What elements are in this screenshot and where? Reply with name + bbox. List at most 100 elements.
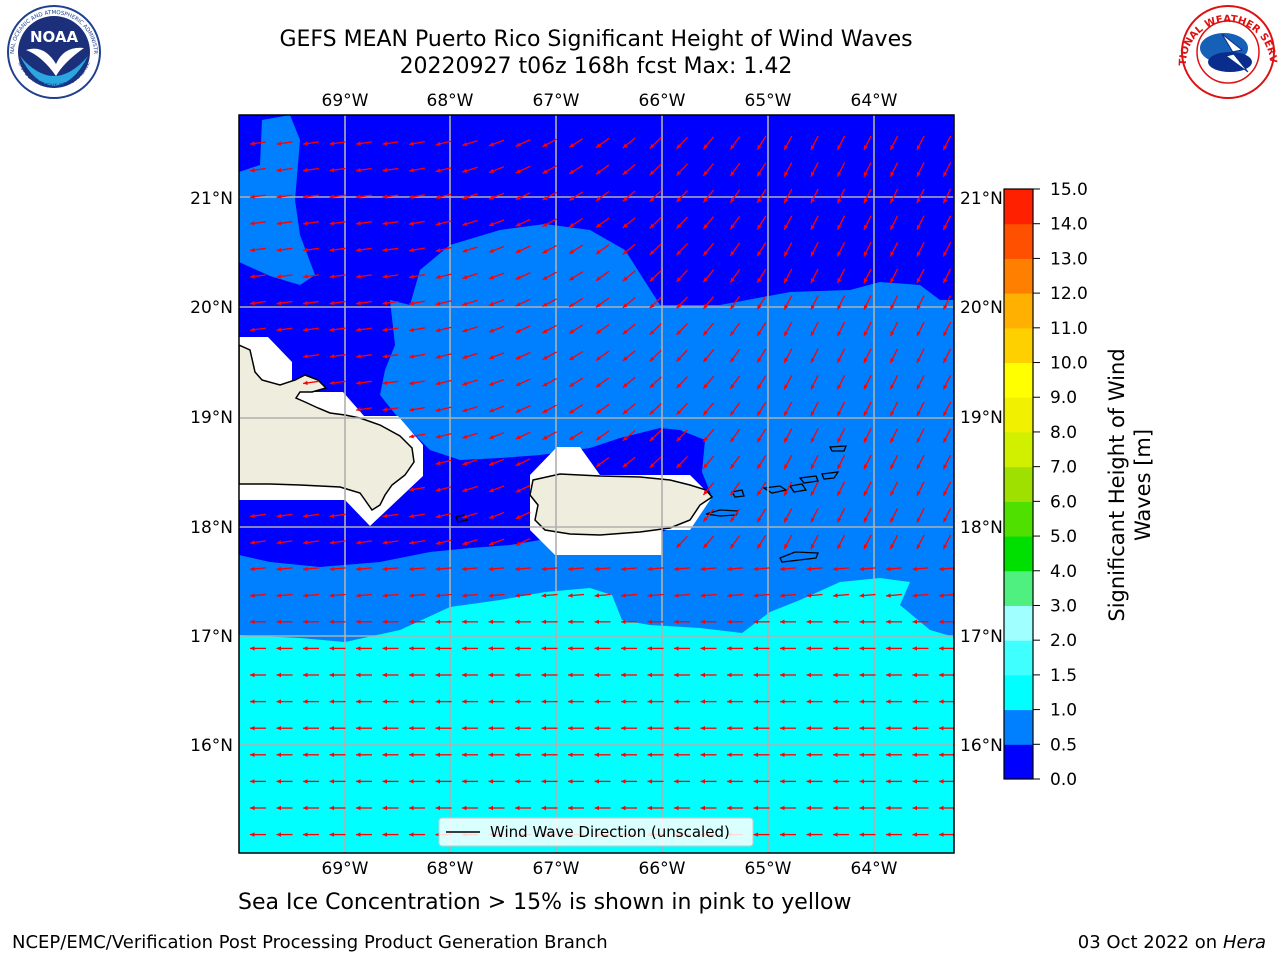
- wind-wave-arrow: [727, 699, 743, 704]
- wind-wave-arrow: [595, 137, 610, 149]
- wind-wave-arrow: [726, 566, 744, 572]
- wind-wave-arrow: [836, 375, 846, 390]
- wind-wave-arrow: [702, 402, 715, 416]
- wind-wave-arrow: [833, 672, 849, 678]
- wind-wave-arrow: [621, 805, 637, 811]
- wind-wave-arrow: [621, 646, 637, 651]
- wind-wave-arrow: [889, 188, 899, 204]
- wind-wave-arrow: [912, 726, 929, 731]
- wind-wave-arrow: [435, 779, 452, 784]
- wind-wave-arrow: [435, 300, 452, 306]
- wind-wave-arrow: [942, 428, 952, 443]
- wind-wave-arrow: [276, 300, 293, 306]
- wind-wave-arrow: [729, 428, 741, 443]
- wind-wave-arrow: [488, 166, 505, 174]
- wind-wave-arrow: [567, 566, 585, 572]
- wind-wave-arrow: [568, 672, 584, 678]
- wind-wave-arrow: [756, 322, 767, 337]
- colorbar-segment: [1004, 327, 1033, 364]
- colorbar-segment: [1004, 223, 1033, 259]
- wind-wave-arrow: [595, 244, 610, 255]
- wind-wave-arrow: [727, 646, 743, 651]
- wind-wave-arrow: [700, 779, 717, 784]
- lon-label-top-69w: 69°W: [322, 91, 369, 111]
- wind-wave-arrow: [702, 322, 715, 336]
- wind-wave-arrow: [836, 481, 846, 497]
- colorbar-tick-label: 4.0: [1050, 562, 1077, 582]
- wind-wave-arrow: [806, 619, 823, 624]
- wind-wave-arrow: [810, 454, 819, 470]
- wind-wave-arrow: [329, 194, 346, 199]
- wind-wave-arrow: [541, 593, 558, 598]
- wind-wave-arrow: [329, 805, 346, 811]
- wind-wave-arrow: [912, 832, 929, 837]
- wind-wave-arrow: [942, 135, 952, 151]
- wind-wave-arrow: [939, 779, 954, 784]
- wind-wave-arrow: [859, 593, 876, 598]
- wind-wave-arrow: [408, 566, 426, 572]
- wind-wave-arrow: [729, 295, 741, 310]
- wind-wave-arrow: [435, 593, 452, 598]
- wind-wave-arrow: [435, 193, 452, 200]
- wind-wave-arrow: [435, 805, 452, 811]
- wind-wave-arrow: [568, 324, 584, 335]
- wind-wave-arrow: [676, 535, 688, 549]
- wind-wave-arrow: [783, 428, 793, 443]
- wind-wave-arrow: [461, 593, 479, 598]
- wind-wave-arrow: [889, 454, 899, 470]
- wind-wave-arrow: [780, 726, 796, 731]
- wind-wave-arrow: [729, 322, 741, 337]
- wind-wave-arrow: [649, 296, 662, 309]
- wind-wave-arrow: [303, 699, 319, 704]
- colorbar-tick-label: 13.0: [1050, 249, 1088, 269]
- wind-wave-arrow: [409, 619, 425, 624]
- wind-wave-arrow: [514, 593, 532, 598]
- wind-wave-arrow: [303, 540, 319, 545]
- wind-wave-arrow: [727, 752, 743, 757]
- wind-wave-arrow: [780, 672, 796, 678]
- lon-label-top-67w: 67°W: [533, 91, 580, 111]
- wind-wave-arrow: [435, 646, 452, 651]
- wind-wave-arrow: [674, 619, 690, 624]
- wind-wave-arrow: [836, 534, 846, 550]
- lat-label-right-19n: 19°N: [960, 408, 1003, 428]
- wind-wave-arrow: [515, 619, 531, 624]
- wind-wave-arrow: [916, 162, 925, 177]
- wind-wave-arrow: [515, 378, 531, 387]
- wind-wave-arrow: [514, 566, 532, 572]
- footer-credit: NCEP/EMC/Verification Post Processing Pr…: [12, 932, 608, 953]
- wind-wave-arrow: [594, 699, 611, 704]
- wind-wave-arrow: [462, 619, 478, 624]
- wind-wave-arrow: [886, 779, 902, 784]
- wind-wave-arrow: [938, 593, 954, 598]
- wind-wave-arrow: [836, 321, 846, 337]
- wind-wave-arrow: [836, 508, 846, 523]
- wind-wave-arrow: [942, 295, 952, 310]
- wind-wave-arrow: [806, 672, 823, 678]
- wind-wave-arrow: [885, 566, 903, 572]
- wind-wave-arrow: [382, 274, 399, 279]
- wind-wave-arrow: [356, 327, 372, 332]
- wind-wave-arrow: [806, 699, 823, 704]
- wind-wave-arrow: [942, 348, 952, 364]
- wind-wave-arrow: [886, 699, 902, 704]
- wind-wave-arrow: [329, 167, 346, 173]
- wind-wave-arrow: [836, 401, 846, 417]
- wind-wave-arrow: [836, 242, 846, 257]
- wind-wave-arrow: [833, 619, 849, 624]
- wind-wave-arrow: [753, 752, 770, 757]
- wind-wave-arrow: [700, 699, 717, 704]
- wind-wave-arrow: [702, 535, 715, 549]
- wind-wave-arrow: [462, 805, 478, 811]
- wind-wave-arrow: [649, 403, 662, 415]
- wind-wave-arrow: [435, 459, 452, 466]
- wind-wave-arrow: [303, 221, 319, 226]
- wind-wave-arrow: [912, 646, 929, 651]
- wind-wave-arrow: [912, 779, 929, 784]
- wind-wave-arrow: [756, 401, 767, 417]
- wind-wave-arrow: [912, 593, 929, 598]
- wind-wave-arrow: [889, 428, 899, 443]
- wind-wave-arrow: [916, 375, 925, 390]
- wind-wave-arrow: [515, 699, 531, 704]
- wind-wave-arrow: [810, 428, 819, 443]
